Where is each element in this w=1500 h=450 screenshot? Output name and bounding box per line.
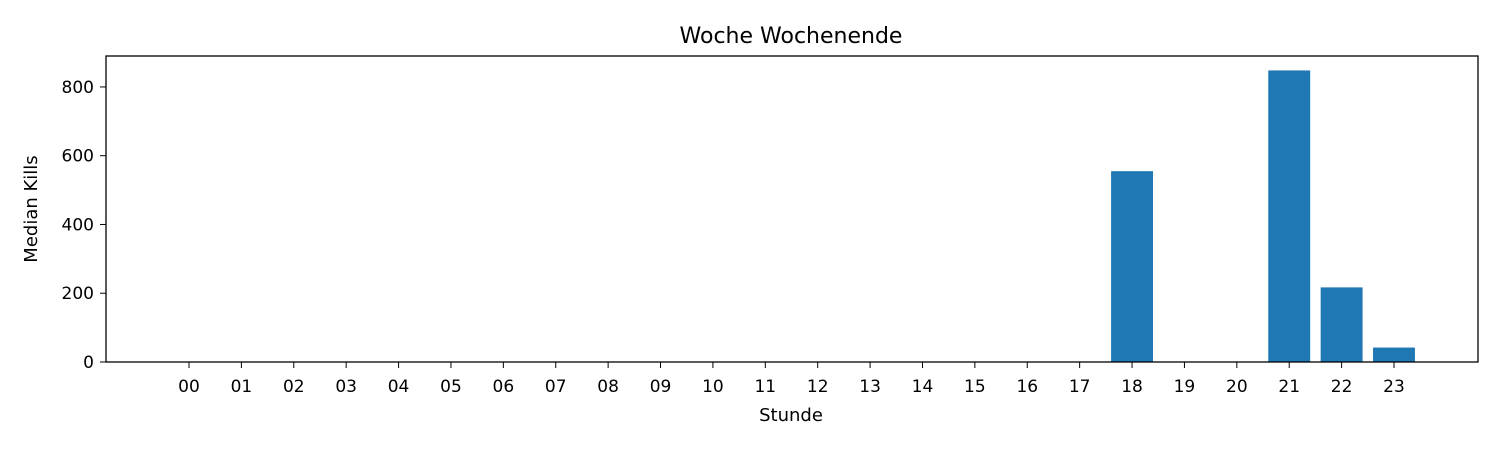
x-tick-label: 02 [283, 377, 305, 397]
bars-group [1111, 70, 1415, 362]
bar-21 [1268, 70, 1311, 362]
x-tick-label: 10 [702, 377, 724, 397]
x-tick-label: 04 [388, 377, 410, 397]
x-tick-label: 11 [754, 377, 776, 397]
plot-frame [105, 55, 1479, 363]
x-tick-label: 20 [1226, 377, 1248, 397]
y-tick-label: 400 [62, 215, 94, 235]
bar-18 [1111, 171, 1153, 362]
x-tick-label: 23 [1383, 377, 1405, 397]
x-tick-label: 13 [859, 377, 881, 397]
bar-22 [1320, 287, 1363, 362]
y-tick-label: 0 [83, 353, 94, 373]
x-tick-label: 03 [335, 377, 357, 397]
x-tick-label: 17 [1069, 377, 1091, 397]
y-tick-label: 800 [62, 78, 94, 98]
x-tick-label: 16 [1016, 377, 1038, 397]
x-tick-label: 15 [964, 377, 986, 397]
y-tick-label: 600 [62, 147, 94, 167]
x-tick-label: 21 [1278, 377, 1300, 397]
x-tick-label: 14 [912, 377, 934, 397]
x-tick-label: 07 [545, 377, 567, 397]
x-tick-label: 06 [493, 377, 515, 397]
y-tick-label: 200 [62, 284, 94, 304]
x-tick-label: 01 [231, 377, 253, 397]
x-ticks: 00 01 02 03 04 05 06 07 08 09 10 11 12 13 14 15 16 17 18 19… [178, 362, 1405, 397]
y-axis-label: Median Kills [21, 155, 42, 262]
x-tick-label: 05 [440, 377, 462, 397]
x-tick-label: 22 [1331, 377, 1353, 397]
x-tick-label: 08 [597, 377, 619, 397]
x-tick-label: 12 [807, 377, 829, 397]
x-tick-label: 19 [1174, 377, 1196, 397]
bar-23 [1373, 347, 1415, 362]
x-axis-label: Stunde [759, 405, 823, 426]
x-tick-label: 09 [650, 377, 672, 397]
x-tick-label: 00 [178, 377, 200, 397]
chart-title: Woche Wochenende [680, 24, 903, 49]
x-tick-label: 18 [1121, 377, 1143, 397]
y-ticks: 0 200 400 600 800 [62, 78, 106, 373]
